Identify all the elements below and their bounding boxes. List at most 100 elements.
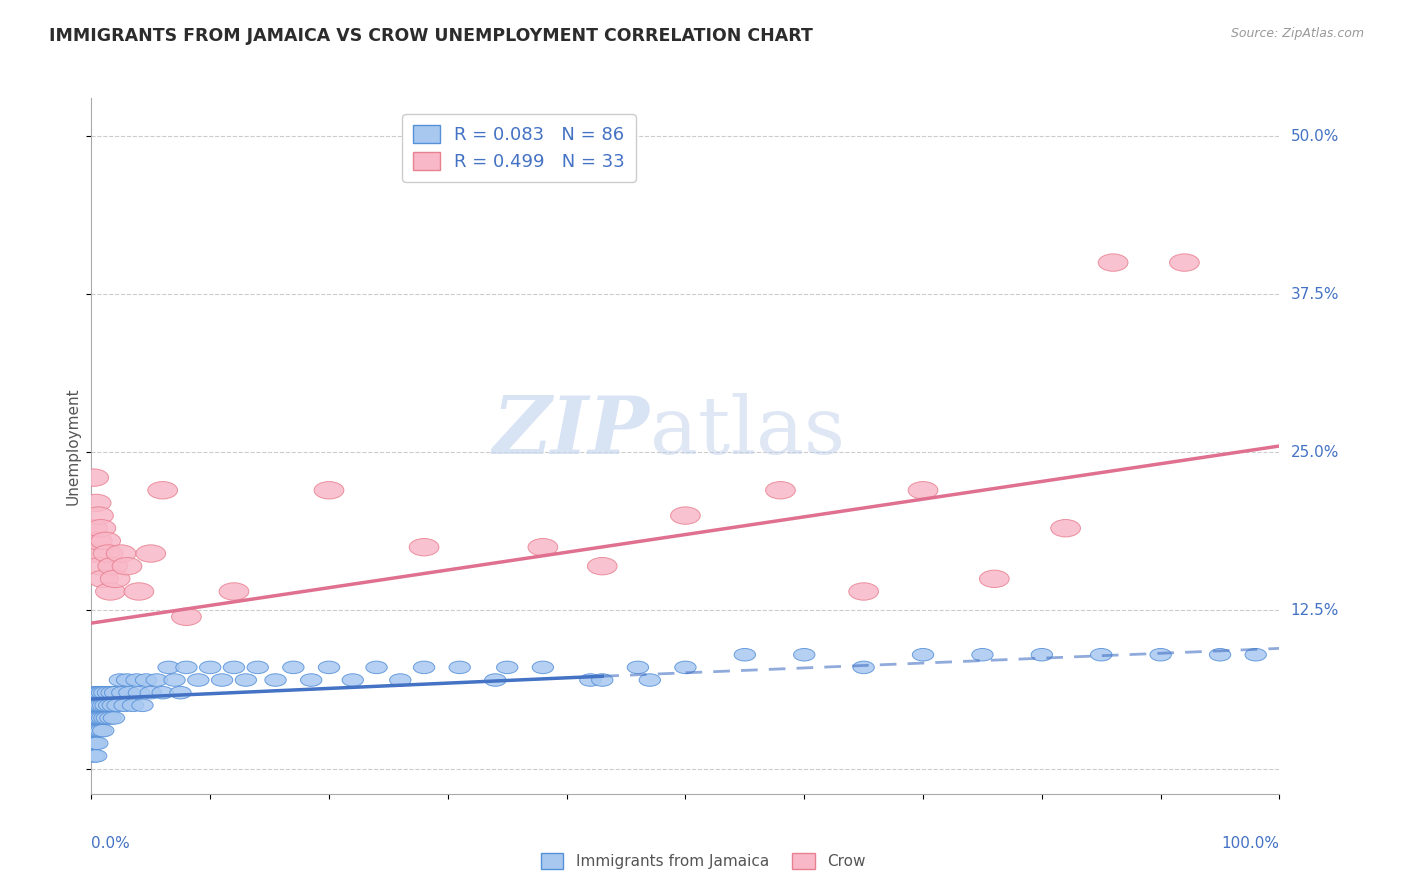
Ellipse shape — [1150, 648, 1171, 661]
Ellipse shape — [675, 661, 696, 673]
Ellipse shape — [247, 661, 269, 673]
Text: atlas: atlas — [650, 393, 845, 471]
Ellipse shape — [107, 699, 128, 712]
Ellipse shape — [176, 661, 197, 673]
Ellipse shape — [235, 673, 256, 686]
Ellipse shape — [165, 673, 186, 686]
Ellipse shape — [87, 712, 108, 724]
Text: 50.0%: 50.0% — [1291, 128, 1339, 144]
Ellipse shape — [98, 558, 128, 574]
Ellipse shape — [87, 737, 108, 749]
Ellipse shape — [366, 661, 387, 673]
Ellipse shape — [127, 673, 148, 686]
Ellipse shape — [496, 661, 517, 673]
Ellipse shape — [200, 661, 221, 673]
Ellipse shape — [141, 687, 162, 699]
Ellipse shape — [91, 712, 112, 724]
Ellipse shape — [90, 724, 111, 737]
Ellipse shape — [409, 539, 439, 556]
Ellipse shape — [93, 699, 114, 712]
Ellipse shape — [112, 558, 142, 574]
Text: 25.0%: 25.0% — [1291, 445, 1339, 459]
Ellipse shape — [94, 712, 115, 724]
Ellipse shape — [793, 648, 815, 661]
Text: ZIP: ZIP — [494, 393, 650, 471]
Ellipse shape — [588, 558, 617, 574]
Ellipse shape — [849, 582, 879, 600]
Ellipse shape — [766, 482, 796, 499]
Ellipse shape — [84, 687, 105, 699]
Ellipse shape — [83, 699, 104, 712]
Ellipse shape — [124, 582, 153, 600]
Ellipse shape — [101, 687, 122, 699]
Ellipse shape — [853, 661, 875, 673]
Ellipse shape — [103, 699, 124, 712]
Ellipse shape — [132, 699, 153, 712]
Ellipse shape — [100, 570, 129, 588]
Ellipse shape — [89, 712, 111, 724]
Ellipse shape — [91, 687, 112, 699]
Ellipse shape — [93, 545, 122, 562]
Legend: Immigrants from Jamaica, Crow: Immigrants from Jamaica, Crow — [534, 847, 872, 875]
Ellipse shape — [80, 545, 110, 562]
Ellipse shape — [283, 661, 304, 673]
Ellipse shape — [86, 724, 107, 737]
Ellipse shape — [84, 737, 105, 749]
Ellipse shape — [84, 507, 114, 524]
Text: Source: ZipAtlas.com: Source: ZipAtlas.com — [1230, 27, 1364, 40]
Ellipse shape — [84, 712, 105, 724]
Ellipse shape — [97, 687, 118, 699]
Ellipse shape — [318, 661, 340, 673]
Ellipse shape — [912, 648, 934, 661]
Ellipse shape — [118, 687, 141, 699]
Ellipse shape — [104, 687, 127, 699]
Ellipse shape — [107, 545, 136, 562]
Ellipse shape — [87, 687, 108, 699]
Text: 100.0%: 100.0% — [1222, 836, 1279, 851]
Ellipse shape — [413, 661, 434, 673]
Ellipse shape — [1209, 648, 1230, 661]
Ellipse shape — [128, 687, 149, 699]
Ellipse shape — [148, 482, 177, 499]
Ellipse shape — [592, 673, 613, 686]
Ellipse shape — [211, 673, 233, 686]
Ellipse shape — [264, 673, 287, 686]
Ellipse shape — [640, 673, 661, 686]
Ellipse shape — [1091, 648, 1112, 661]
Ellipse shape — [908, 482, 938, 499]
Ellipse shape — [87, 724, 110, 737]
Ellipse shape — [114, 699, 135, 712]
Ellipse shape — [219, 582, 249, 600]
Ellipse shape — [89, 570, 118, 588]
Ellipse shape — [96, 699, 117, 712]
Ellipse shape — [84, 558, 114, 574]
Ellipse shape — [170, 687, 191, 699]
Ellipse shape — [1098, 254, 1128, 271]
Ellipse shape — [1170, 254, 1199, 271]
Ellipse shape — [1244, 648, 1267, 661]
Text: IMMIGRANTS FROM JAMAICA VS CROW UNEMPLOYMENT CORRELATION CHART: IMMIGRANTS FROM JAMAICA VS CROW UNEMPLOY… — [49, 27, 813, 45]
Ellipse shape — [79, 469, 108, 486]
Ellipse shape — [157, 661, 180, 673]
Ellipse shape — [449, 661, 471, 673]
Ellipse shape — [91, 533, 121, 549]
Ellipse shape — [77, 519, 107, 537]
Legend: R = 0.083   N = 86, R = 0.499   N = 33: R = 0.083 N = 86, R = 0.499 N = 33 — [402, 114, 636, 182]
Ellipse shape — [314, 482, 344, 499]
Ellipse shape — [122, 699, 143, 712]
Ellipse shape — [111, 687, 134, 699]
Ellipse shape — [82, 737, 103, 749]
Ellipse shape — [86, 749, 107, 762]
Ellipse shape — [83, 724, 104, 737]
Ellipse shape — [627, 661, 648, 673]
Ellipse shape — [93, 724, 114, 737]
Ellipse shape — [135, 673, 156, 686]
Ellipse shape — [579, 673, 602, 686]
Ellipse shape — [83, 749, 104, 762]
Ellipse shape — [82, 494, 111, 512]
Ellipse shape — [531, 661, 554, 673]
Ellipse shape — [301, 673, 322, 686]
Text: 12.5%: 12.5% — [1291, 603, 1339, 618]
Ellipse shape — [342, 673, 364, 686]
Ellipse shape — [100, 712, 121, 724]
